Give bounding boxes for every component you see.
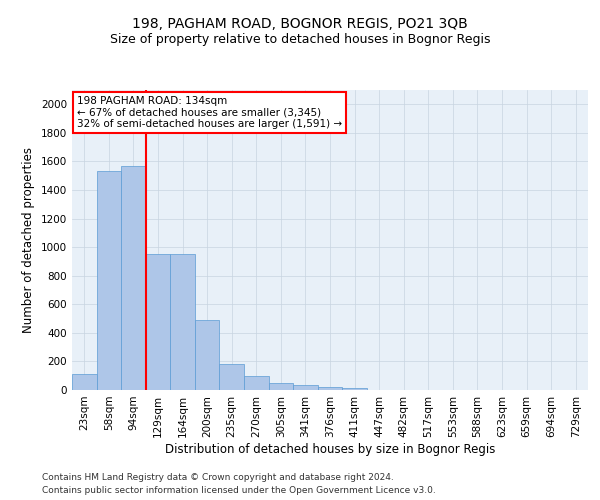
Text: Contains public sector information licensed under the Open Government Licence v3: Contains public sector information licen… [42,486,436,495]
Text: 198 PAGHAM ROAD: 134sqm
← 67% of detached houses are smaller (3,345)
32% of semi: 198 PAGHAM ROAD: 134sqm ← 67% of detache… [77,96,342,129]
Bar [146,254,170,390]
Bar [244,376,269,390]
Text: Distribution of detached houses by size in Bognor Regis: Distribution of detached houses by size … [165,442,495,456]
Bar [318,387,342,390]
Text: Size of property relative to detached houses in Bognor Regis: Size of property relative to detached ho… [110,32,490,46]
Bar [170,254,195,390]
Bar [72,374,97,390]
Bar [293,384,318,390]
Text: 198, PAGHAM ROAD, BOGNOR REGIS, PO21 3QB: 198, PAGHAM ROAD, BOGNOR REGIS, PO21 3QB [132,18,468,32]
Y-axis label: Number of detached properties: Number of detached properties [22,147,35,333]
Bar [121,166,146,390]
Text: Contains HM Land Registry data © Crown copyright and database right 2024.: Contains HM Land Registry data © Crown c… [42,472,394,482]
Bar [342,388,367,390]
Bar [220,364,244,390]
Bar [97,170,121,390]
Bar [195,320,220,390]
Bar [269,384,293,390]
